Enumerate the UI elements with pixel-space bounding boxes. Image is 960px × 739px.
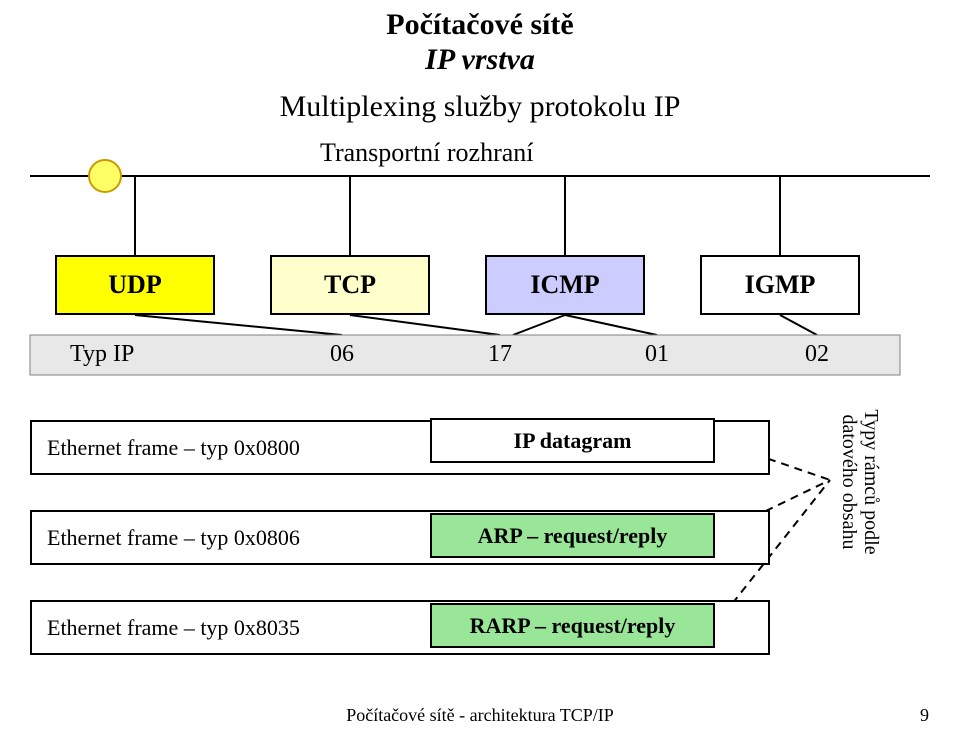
payload-box-ip: IP datagram bbox=[430, 418, 715, 463]
protocol-label-tcp: TCP bbox=[324, 270, 376, 300]
frame-label-0x0800: Ethernet frame – typ 0x0800 bbox=[47, 435, 300, 461]
protocol-label-udp: UDP bbox=[108, 270, 161, 300]
type-num-igmp: 02 bbox=[805, 341, 829, 368]
subtitle-text: Multiplexing služby protokolu IP bbox=[280, 90, 681, 123]
footer-text: Počítačové sítě - architektura TCP/IP bbox=[346, 705, 614, 725]
payload-label-arp: ARP – request/reply bbox=[478, 523, 668, 549]
sidenote-line2: datového obsahu bbox=[838, 415, 860, 550]
transport-interface-label: Transportní rozhraní bbox=[320, 138, 534, 168]
sidenote-line1: Typy rámců podle bbox=[860, 409, 882, 554]
type-row-label: Typ IP bbox=[70, 341, 134, 368]
page-root: Počítačové sítě IP vrstva Multiplexing s… bbox=[0, 0, 960, 739]
title-line1: Počítačové sítě bbox=[386, 8, 573, 41]
frame-label-0x0806: Ethernet frame – typ 0x0806 bbox=[47, 525, 300, 551]
type-num-tcp: 17 bbox=[488, 341, 512, 368]
payload-box-rarp: RARP – request/reply bbox=[430, 603, 715, 648]
footer: Počítačové sítě - architektura TCP/IP bbox=[0, 705, 960, 726]
frame-label-0x8035: Ethernet frame – typ 0x8035 bbox=[47, 615, 300, 641]
protocol-box-igmp: IGMP bbox=[700, 255, 860, 315]
type-num-icmp: 01 bbox=[645, 341, 669, 368]
page-title: Počítačové sítě IP vrstva bbox=[0, 8, 960, 77]
protocol-label-icmp: ICMP bbox=[530, 270, 599, 300]
page-number: 9 bbox=[920, 705, 929, 726]
page-number-text: 9 bbox=[920, 705, 929, 725]
payload-label-rarp: RARP – request/reply bbox=[470, 613, 676, 639]
type-row-label-text: Typ IP bbox=[70, 341, 134, 367]
payload-label-ip: IP datagram bbox=[514, 428, 632, 454]
protocol-label-igmp: IGMP bbox=[745, 270, 816, 300]
protocol-box-icmp: ICMP bbox=[485, 255, 645, 315]
title-line2: IP vrstva bbox=[425, 43, 535, 76]
subtitle: Multiplexing služby protokolu IP bbox=[0, 90, 960, 124]
type-num-udp: 06 bbox=[330, 341, 354, 368]
payload-box-arp: ARP – request/reply bbox=[430, 513, 715, 558]
sidenote-frame-types: Typy rámců podle datového obsahu bbox=[838, 382, 882, 582]
protocol-box-udp: UDP bbox=[55, 255, 215, 315]
protocol-box-tcp: TCP bbox=[270, 255, 430, 315]
